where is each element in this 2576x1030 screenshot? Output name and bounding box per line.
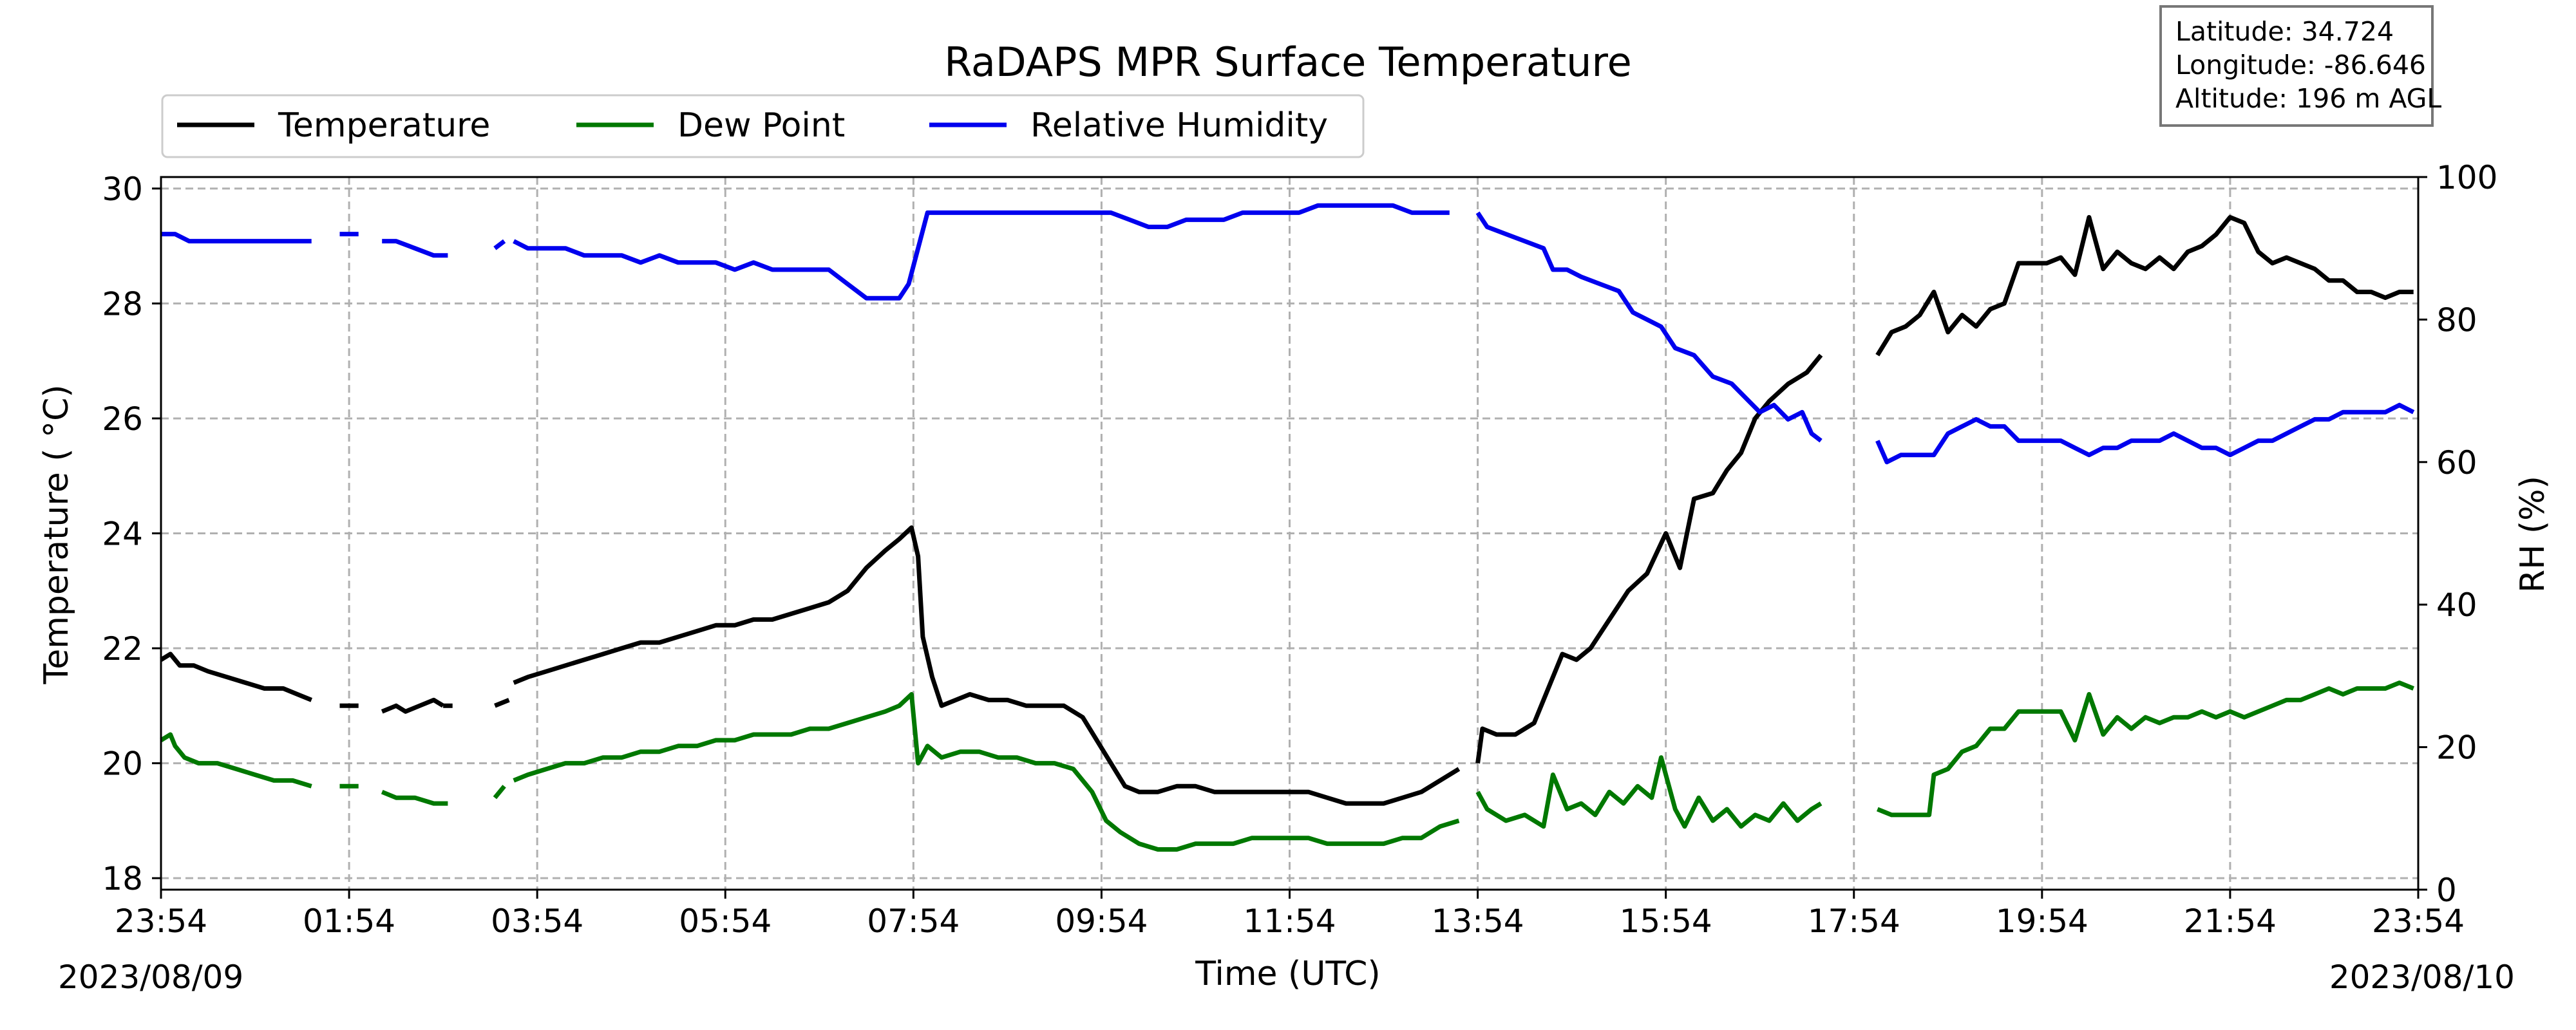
- info-box-frame: [2159, 5, 2434, 127]
- series-temperature: [160, 215, 2414, 806]
- series-line-segment: [160, 732, 312, 789]
- series-line-segment: [160, 651, 313, 702]
- series-line-segment: [1475, 353, 1823, 764]
- x-tick-label: 17:54: [1808, 903, 1900, 940]
- x-tick-label: 01:54: [303, 903, 395, 940]
- legend-label-temperature: Temperature: [278, 106, 490, 145]
- series-line-segment: [494, 698, 510, 708]
- x-tick-label: 07:54: [867, 903, 960, 940]
- series-line-segment: [1475, 755, 1823, 829]
- series-layer: [160, 203, 2415, 852]
- series-line-segment: [1475, 211, 1823, 443]
- series-line-segment: [1876, 680, 2415, 818]
- series-line-segment: [1875, 215, 2414, 357]
- y-tick-label: 22: [102, 630, 143, 668]
- grid: [160, 177, 2420, 890]
- y-tick-label: 28: [102, 285, 143, 323]
- x-tick-label: 09:54: [1055, 903, 1148, 940]
- y-axis-right: 0 20 40 60 80 100: [2418, 159, 2497, 909]
- x-axis: 23:54 01:54 03:54 05:54 07:54 09:54 11:54 13:54…: [115, 890, 2465, 940]
- series-line-segment: [381, 789, 448, 806]
- legend: Temperature Dew Point Relative Humidity: [161, 94, 1365, 158]
- date-end-label: 2023/08/10: [2329, 959, 2515, 996]
- legend-frame: [161, 94, 1365, 158]
- y-tick-label: 30: [102, 171, 143, 208]
- info-altitude: Altitude: 196 m AGL: [2175, 83, 2441, 114]
- series-dew-point: [160, 680, 2415, 852]
- y-tick-label: 18: [102, 860, 143, 897]
- info-longitude: Longitude: -86.646: [2175, 50, 2426, 80]
- y2-axis-title: RH (%): [2514, 476, 2552, 593]
- series-line-segment: [493, 239, 506, 250]
- series-line-segment: [161, 232, 312, 244]
- y2-tick-label: 100: [2436, 159, 2497, 196]
- y-tick-label: 24: [102, 516, 143, 553]
- y-axis-title: Temperature ( °C): [37, 384, 76, 684]
- y2-tick-label: 80: [2436, 301, 2477, 339]
- series-line-segment: [513, 692, 1460, 852]
- y2-tick-label: 40: [2436, 586, 2477, 624]
- x-tick-label: 23:54: [2372, 903, 2465, 940]
- x-tick-label: 15:54: [1620, 903, 1712, 940]
- info-latitude: Latitude: 34.724: [2175, 16, 2394, 47]
- series-line-segment: [381, 697, 444, 714]
- chart-title: RaDAPS MPR Surface Temperature: [944, 39, 1632, 86]
- x-tick-label: 05:54: [679, 903, 772, 940]
- x-tick-label: 13:54: [1432, 903, 1524, 940]
- y-tick-label: 26: [102, 400, 143, 438]
- date-start-label: 2023/08/09: [58, 959, 243, 996]
- x-tick-label: 19:54: [1996, 903, 2088, 940]
- series-line-segment: [513, 203, 1450, 301]
- series-line-segment: [493, 785, 506, 800]
- legend-label-dew-point: Dew Point: [677, 106, 845, 145]
- x-tick-label: 03:54: [491, 903, 583, 940]
- x-tick-label: 21:54: [2184, 903, 2277, 940]
- x-tick-label: 23:54: [115, 903, 207, 940]
- series-line-segment: [513, 525, 1461, 806]
- x-tick-label: 11:54: [1243, 903, 1336, 940]
- y-axis-left: 18 20 22 24 26 28 30: [102, 171, 161, 897]
- y2-tick-label: 60: [2436, 444, 2477, 482]
- series-line-segment: [382, 239, 448, 258]
- location-info-box: Latitude: 34.724 Longitude: -86.646 Alti…: [2159, 5, 2441, 127]
- y-tick-label: 20: [102, 745, 143, 783]
- y2-tick-label: 0: [2436, 872, 2457, 909]
- series-line-segment: [1875, 402, 2415, 465]
- series-relative-humidity: [161, 203, 2415, 465]
- legend-label-relative-humidity: Relative Humidity: [1030, 106, 1328, 145]
- y2-tick-label: 20: [2436, 729, 2477, 767]
- x-axis-title: Time (UTC): [1195, 955, 1380, 993]
